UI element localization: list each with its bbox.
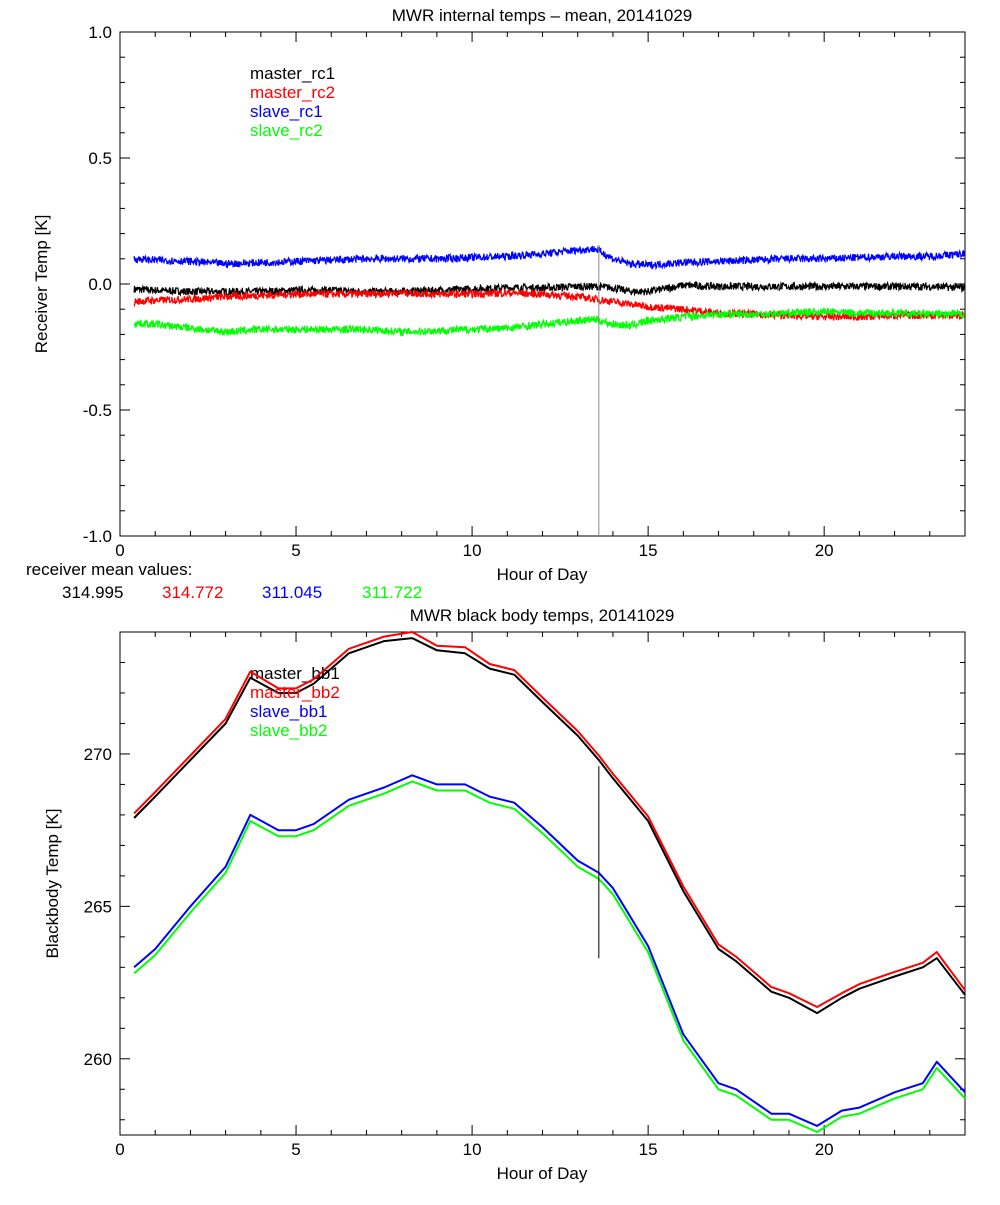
y-tick-label: 1.0 — [88, 23, 112, 42]
x-axis-label: Hour of Day — [497, 1164, 588, 1183]
legend-entry-master_rc1: master_rc1 — [250, 64, 335, 83]
mean-value: 314.772 — [162, 583, 223, 602]
legend-entry-slave_bb2: slave_bb2 — [250, 721, 328, 740]
mean-value: 314.995 — [62, 583, 123, 602]
x-tick-label: 15 — [639, 1140, 658, 1159]
y-tick-label: 260 — [84, 1050, 112, 1069]
series-line-master_bb2 — [133, 631, 966, 1008]
legend-entry-master_bb1: master_bb1 — [250, 664, 340, 683]
x-tick-label: 5 — [291, 541, 300, 560]
x-tick-label: 20 — [815, 541, 834, 560]
series-line-slave_rc2 — [133, 306, 965, 337]
legend-entry-master_rc2: master_rc2 — [250, 83, 335, 102]
legend-entry-slave_rc1: slave_rc1 — [250, 102, 323, 121]
mean-value: 311.722 — [362, 583, 422, 602]
y-tick-label: -0.5 — [83, 401, 112, 420]
x-tick-label: 0 — [115, 1140, 124, 1159]
series-line-slave_bb1 — [133, 774, 966, 1127]
y-tick-label: 0.5 — [88, 149, 112, 168]
mean-values-label: receiver mean values: — [26, 560, 192, 579]
series-line-slave_bb2 — [133, 780, 966, 1133]
x-tick-label: 15 — [639, 541, 658, 560]
legend-entry-slave_bb1: slave_bb1 — [250, 702, 328, 721]
y-tick-label: 270 — [84, 745, 112, 764]
chart-title: MWR internal temps – mean, 20141029 — [392, 6, 693, 25]
x-tick-label: 10 — [463, 1140, 482, 1159]
legend-entry-slave_rc2: slave_rc2 — [250, 121, 323, 140]
series-line-slave_rc1 — [133, 245, 966, 271]
x-tick-label: 20 — [815, 1140, 834, 1159]
x-tick-label: 5 — [291, 1140, 300, 1159]
y-tick-label: -1.0 — [83, 527, 112, 546]
y-tick-label: 0.0 — [88, 275, 112, 294]
y-tick-label: 265 — [84, 897, 112, 916]
legend-entry-master_bb2: master_bb2 — [250, 683, 340, 702]
series-line-master_rc2 — [133, 288, 966, 321]
y-axis-label: Blackbody Temp [K] — [43, 809, 62, 959]
mean-value: 311.045 — [262, 583, 322, 602]
plot-frame — [119, 631, 966, 1136]
series-line-master_rc1 — [133, 280, 966, 298]
x-tick-label: 0 — [115, 541, 124, 560]
y-axis-label: Receiver Temp [K] — [32, 215, 51, 354]
x-axis-label: Hour of Day — [497, 565, 588, 584]
series-line-master_bb1 — [133, 637, 966, 1015]
chart-title: MWR black body temps, 20141029 — [410, 606, 675, 625]
x-tick-label: 10 — [463, 541, 482, 560]
